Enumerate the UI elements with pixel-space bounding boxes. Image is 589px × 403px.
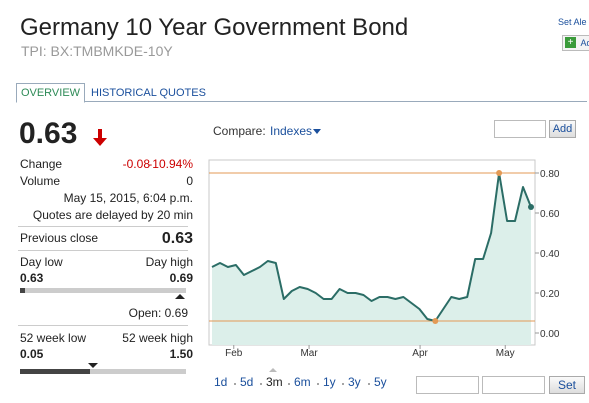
change-label: Change <box>20 157 63 171</box>
dropdown-arrow <box>313 129 322 134</box>
separator-dot <box>234 383 236 385</box>
tab-line <box>17 101 587 102</box>
y-tick-label: 0.80 <box>540 169 560 180</box>
day-high-label: Day high <box>145 255 193 269</box>
compare-selector[interactable]: Indexes <box>270 124 322 138</box>
page-title: Germany 10 Year Government Bond <box>20 14 409 41</box>
separator-dot <box>342 383 344 385</box>
range-button[interactable]: 5d <box>240 375 254 389</box>
volume-label: Volume <box>20 174 61 188</box>
separator-dot <box>368 383 370 385</box>
day-range-bar <box>20 288 186 293</box>
day-low-label: Day low <box>20 255 63 269</box>
separator <box>18 226 188 227</box>
prev-close: 0.63 <box>161 230 193 247</box>
extreme-marker <box>432 318 439 324</box>
separator <box>18 325 188 326</box>
y-tick-label: 0.60 <box>540 209 560 220</box>
x-tick-label: Mar <box>300 348 318 359</box>
current-marker <box>88 363 98 368</box>
volume: 0 <box>186 174 193 188</box>
price-line <box>211 172 532 322</box>
x-tick-label: May <box>496 348 515 359</box>
delay-note: Quotes are delayed by 20 min <box>32 208 193 222</box>
price: 0.63 <box>19 117 78 150</box>
prev-close-label: Previous close <box>20 231 99 245</box>
x-tick-label: Feb <box>225 348 243 359</box>
range-button[interactable]: 1d <box>214 375 228 389</box>
active-range-marker <box>269 368 277 372</box>
range-button[interactable]: 1y <box>323 375 336 389</box>
date-to-input[interactable] <box>482 376 545 394</box>
tab-overview[interactable]: OVERVIEW <box>16 83 85 103</box>
y-tick-label: 0.00 <box>540 329 560 340</box>
open-marker <box>175 294 185 299</box>
compare-add-button[interactable]: Add <box>549 120 576 138</box>
extreme-marker <box>496 170 503 176</box>
compare-label: Compare: <box>213 124 266 138</box>
alert-link[interactable]: Set Ale <box>558 17 587 27</box>
range-button[interactable]: 3m <box>266 375 283 389</box>
timestamp: May 15, 2015, 6:04 p.m. <box>63 191 193 205</box>
separator-dot <box>260 383 262 385</box>
week52-low: 0.05 <box>20 347 44 361</box>
range-button[interactable]: 5y <box>374 375 387 389</box>
week52-high: 1.50 <box>169 347 193 361</box>
date-from-input[interactable] <box>416 376 479 394</box>
range-button[interactable]: 6m <box>294 375 311 389</box>
separator-dot <box>317 383 319 385</box>
ticker: TPI: BX:TMBMKDE-10Y <box>21 43 173 59</box>
add-watch-button[interactable]: + Ad <box>562 35 589 51</box>
down-arrow <box>93 129 107 146</box>
week52-range-bar <box>20 369 186 374</box>
open: Open: 0.69 <box>128 306 188 320</box>
week52-high-label: 52 week high <box>122 331 193 345</box>
change: -0.08 <box>122 157 150 171</box>
chart: 0.00 0.20 0.40 0.60 0.80 Feb Mar Apr May <box>208 159 560 359</box>
change-pct: -10.94% <box>148 157 193 171</box>
set-button[interactable]: Set <box>549 376 585 394</box>
area <box>212 173 531 345</box>
compare-selector-text: Indexes <box>270 124 313 138</box>
last-point <box>528 204 534 210</box>
add-watch-label: Ad <box>580 38 589 48</box>
y-tick-label: 0.20 <box>540 289 560 300</box>
range-button[interactable]: 3y <box>348 375 361 389</box>
separator <box>18 250 188 251</box>
compare-input[interactable] <box>494 120 546 138</box>
day-high: 0.69 <box>169 271 193 285</box>
tab-historical[interactable]: HISTORICAL QUOTES <box>91 87 206 99</box>
x-tick-label: Apr <box>412 348 428 359</box>
separator-dot <box>288 383 290 385</box>
day-low: 0.63 <box>20 271 44 285</box>
week52-low-label: 52 week low <box>20 331 87 345</box>
y-tick-label: 0.40 <box>540 249 560 260</box>
